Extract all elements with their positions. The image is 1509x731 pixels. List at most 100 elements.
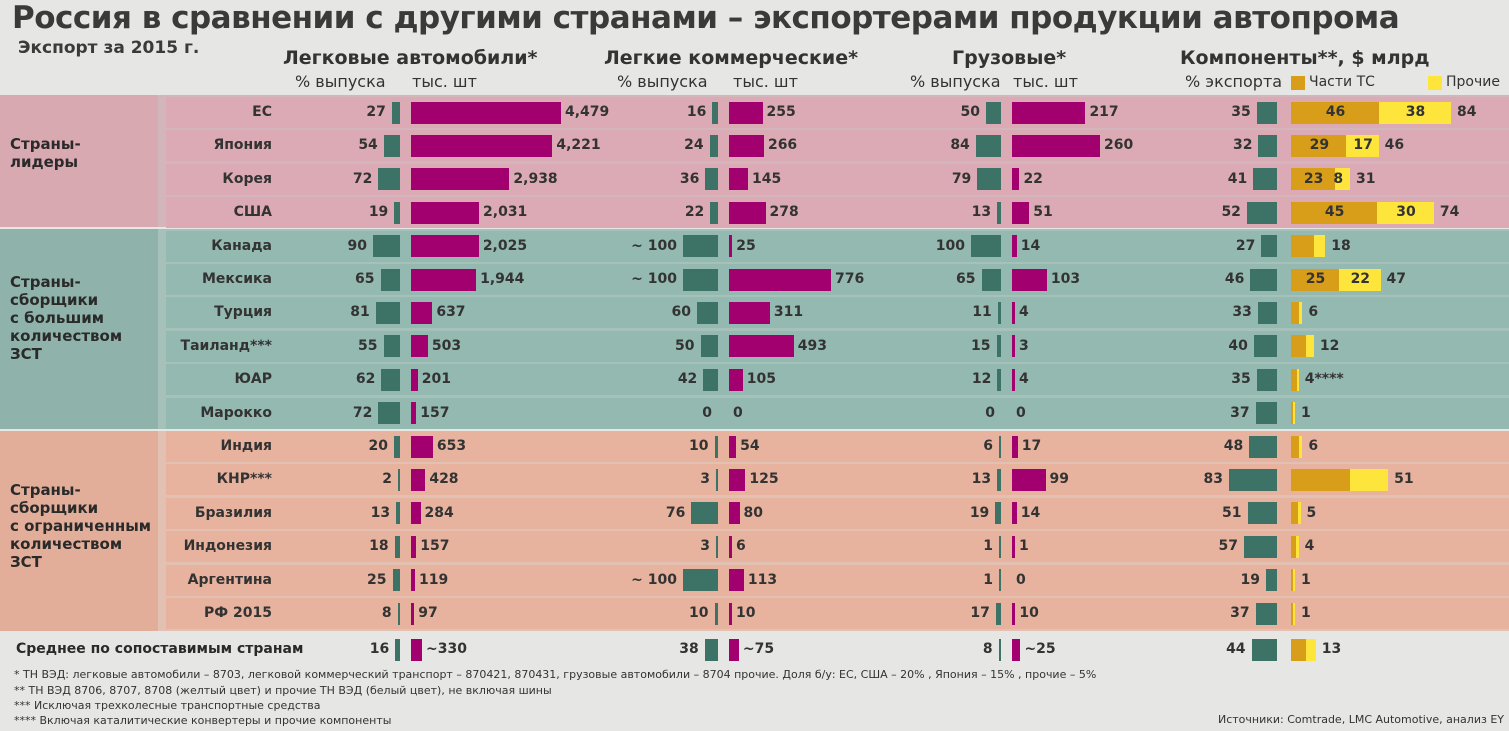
components-share-bar — [1247, 502, 1277, 525]
lcv-share-value: 3 — [700, 538, 710, 555]
components-total-value: 84 — [1457, 104, 1477, 120]
cars-share-value: 54 — [358, 137, 378, 154]
lcv-share-value: ~ 100 — [631, 571, 677, 588]
lcv-share-value: 60 — [671, 304, 691, 321]
cars-share-value: 81 — [350, 304, 370, 321]
trucks-share-value: 84 — [950, 137, 970, 154]
components-total-value: 1 — [1301, 571, 1311, 588]
legend-other-label: Прочие — [1446, 74, 1500, 90]
country-name: Марокко — [200, 404, 272, 421]
components-share-bar — [1253, 168, 1277, 191]
components-total-value: 51 — [1394, 471, 1414, 488]
cars-share-bar — [383, 134, 400, 157]
lcv-share-bar — [703, 368, 718, 391]
components-vehicle-parts-value: 25 — [1305, 271, 1326, 287]
components-vehicle-parts-bar — [1291, 134, 1347, 157]
trucks-share-bar — [997, 368, 1001, 391]
trucks-export-value: 1 — [1019, 538, 1029, 555]
trucks-share-value: 1 — [983, 538, 993, 555]
cars-share-value: 55 — [358, 337, 378, 354]
legend-vehicle-parts-label: Части ТС — [1309, 74, 1375, 90]
cars-export-value: 2,938 — [513, 170, 558, 187]
lcv-export-value: 125 — [749, 471, 779, 488]
trucks-share-value: 13 — [971, 471, 992, 488]
cars-share-bar — [391, 101, 400, 124]
row-background — [166, 564, 1509, 596]
lcv-share-value: 24 — [684, 137, 704, 154]
trucks-share-bar — [999, 569, 1001, 592]
trucks-units-subheader: тыс. шт — [1013, 72, 1078, 91]
components-total-value: 1 — [1301, 404, 1311, 421]
components-share-value: 37 — [1230, 404, 1250, 421]
trucks-share-bar — [997, 468, 1001, 491]
components-vehicle-parts-bar — [1291, 602, 1293, 625]
lcv-export-bar — [729, 235, 733, 258]
cars-export-value: 503 — [431, 337, 462, 354]
trucks-share-value: 15 — [971, 337, 991, 354]
components-share-value: 19 — [1240, 571, 1260, 588]
cars-export-bar — [411, 235, 479, 258]
group-assemblers-limited: Страны- сборщики с ограниченным количест… — [0, 431, 158, 631]
trucks-share-value: 50 — [960, 104, 980, 120]
components-vehicle-parts-bar — [1291, 535, 1296, 558]
trucks-export-value: 260 — [1104, 137, 1134, 154]
lcv-export-value: 10 — [736, 605, 756, 621]
cars-export-value: 157 — [420, 404, 450, 421]
lcv-share-bar — [716, 535, 718, 558]
components-vehicle-parts-bar — [1291, 268, 1339, 291]
trucks-share-bar — [999, 535, 1001, 558]
lcv-share-bar — [712, 101, 718, 124]
components-share-bar — [1261, 235, 1277, 258]
lcv-share-value: 10 — [689, 605, 709, 621]
trucks-export-value: 0 — [1016, 404, 1026, 421]
components-other-bar — [1297, 502, 1301, 525]
components-other-bar — [1293, 402, 1295, 425]
trucks-export-bar — [1012, 101, 1086, 124]
lcv-export-bar — [729, 201, 766, 224]
trucks-share-bar — [995, 502, 1001, 525]
cars-export-value: 2,025 — [482, 237, 528, 254]
cars-share-value: 2 — [382, 471, 392, 488]
trucks-share-bar — [997, 201, 1001, 224]
lcv-share-value: ~ 100 — [631, 237, 677, 254]
lcv-export-bar — [729, 335, 794, 358]
cars-export-value: 2,031 — [483, 204, 528, 221]
components-other-bar — [1298, 301, 1303, 324]
trucks-share-value: 6 — [983, 438, 993, 454]
lcv-share-bar — [705, 168, 718, 191]
cars-share-value: 25 — [367, 571, 387, 588]
country-name: Таиланд*** — [180, 337, 272, 354]
chart-subtitle: Экспорт за 2015 г. — [18, 38, 200, 58]
trucks-export-value: 10 — [1019, 605, 1039, 621]
lcv-share-value: 3 — [700, 471, 710, 488]
components-total-value: 4 — [1304, 538, 1315, 555]
lcv-export-value: 54 — [740, 438, 760, 454]
cars-export-bar — [411, 335, 428, 358]
components-vehicle-parts-bar — [1291, 301, 1299, 324]
trucks-share-value: 13 — [971, 204, 992, 221]
footnote-2: ** ТН ВЭД 8706, 8707, 8708 (желтый цвет)… — [14, 684, 552, 697]
cars-export-value: ~330 — [426, 641, 468, 657]
components-total-value: 13 — [1321, 641, 1342, 657]
trucks-share-bar — [986, 101, 1001, 124]
cars-export-bar — [411, 134, 553, 157]
lcv-share-bar — [714, 602, 718, 625]
components-share-value: 51 — [1222, 504, 1242, 521]
cars-share-value: 72 — [352, 170, 373, 187]
trucks-share-bar — [971, 235, 1001, 258]
row-background — [166, 197, 1509, 229]
components-share-bar — [1244, 535, 1277, 558]
country-name: ЮАР — [234, 371, 272, 388]
lcv-share-bar — [714, 435, 718, 458]
lcv-column-title: Легкие коммерческие* — [604, 47, 859, 69]
trucks-export-bar — [1012, 435, 1018, 458]
row-background — [166, 531, 1509, 563]
lcv-share-value: 10 — [689, 438, 709, 454]
cars-share-bar — [392, 569, 400, 592]
country-name: США — [233, 204, 272, 221]
lcv-export-value: 145 — [752, 170, 782, 187]
components-vehicle-parts-bar — [1291, 569, 1293, 592]
lcv-export-bar — [729, 368, 743, 391]
legend-other-swatch — [1428, 76, 1442, 90]
components-total-value: 6 — [1308, 438, 1319, 454]
